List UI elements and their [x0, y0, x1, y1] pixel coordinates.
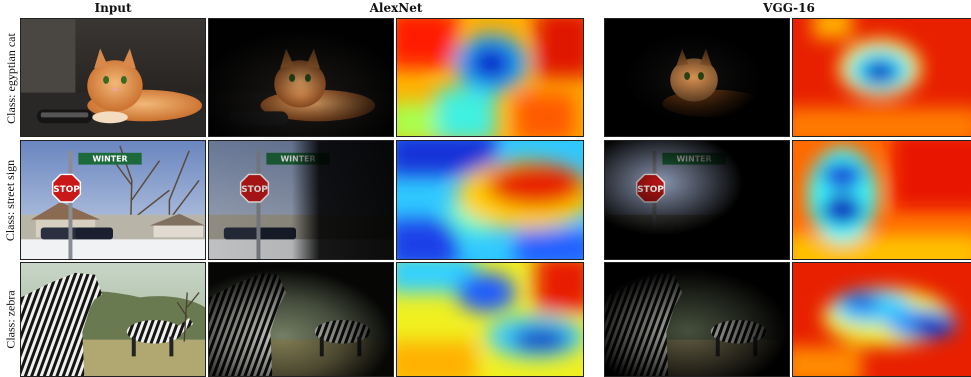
input-image-cat — [20, 18, 206, 137]
alexnet-heatmap-zebra — [396, 262, 584, 377]
header-alexnet: AlexNet — [369, 1, 423, 15]
row-label-text: Class: street sign — [3, 159, 18, 241]
header-vgg16: VGG-16 — [763, 1, 815, 15]
alexnet-masked-zebra — [208, 262, 394, 377]
vgg16-masked-street-sign: WINTER STOP — [604, 140, 790, 260]
input-image-street-sign: WINTER STOP — [20, 140, 206, 260]
alexnet-heatmap-street-sign — [396, 140, 584, 260]
row-label-egyptian-cat: Class: egyptian cat — [0, 18, 22, 138]
input-image-zebra — [20, 262, 206, 377]
vgg16-masked-zebra — [604, 262, 790, 377]
vgg16-heatmap-street-sign — [792, 140, 971, 260]
stop-sign-text: STOP — [53, 185, 80, 195]
row-label-street-sign: Class: street sign — [0, 140, 22, 260]
alexnet-masked-cat — [208, 18, 394, 137]
header-input: Input — [94, 1, 132, 15]
vgg16-heatmap-cat — [792, 18, 971, 137]
street-name-sign-text: WINTER — [92, 155, 127, 164]
row-label-zebra: Class: zebra — [0, 262, 22, 377]
row-label-text: Class: zebra — [3, 290, 18, 349]
vgg16-masked-cat — [604, 18, 790, 137]
alexnet-masked-street-sign: WINTER STOP — [208, 140, 394, 260]
row-label-text: Class: egyptian cat — [3, 32, 18, 124]
vgg16-heatmap-zebra — [792, 262, 971, 377]
alexnet-heatmap-cat — [396, 18, 584, 137]
